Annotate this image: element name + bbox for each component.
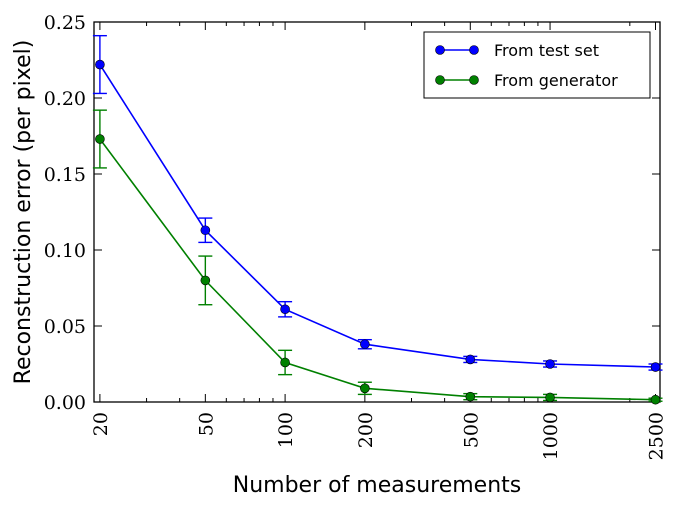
y-tick-label: 0.05 xyxy=(44,316,86,338)
x-axis-title: Number of measurements xyxy=(233,473,522,498)
x-tick-label: 200 xyxy=(355,412,377,448)
y-tick-label: 0.00 xyxy=(44,392,86,414)
data-point xyxy=(360,339,370,350)
series-1 xyxy=(92,109,663,405)
y-tick-label: 0.25 xyxy=(44,12,86,34)
x-tick-label: 100 xyxy=(275,412,297,448)
data-point xyxy=(280,304,290,315)
y-tick-label: 0.10 xyxy=(44,240,86,262)
series-line xyxy=(99,138,656,401)
x-tick-label: 1000 xyxy=(540,412,562,460)
data-point xyxy=(465,391,476,402)
series-line xyxy=(99,64,656,368)
series-layer xyxy=(92,34,663,405)
legend-label-generator: From generator xyxy=(494,71,618,90)
y-axis: 0.00 0.05 0.10 0.15 0.20 0.25 xyxy=(44,12,660,414)
data-point xyxy=(200,225,211,236)
data-point xyxy=(360,383,370,394)
x-axis: 20 50 100 200 500 1000 2500 xyxy=(90,22,667,460)
x-tick-label: 50 xyxy=(195,412,217,436)
legend-marker-generator xyxy=(435,75,445,85)
plot-frame xyxy=(93,21,661,403)
data-point xyxy=(465,354,476,365)
data-point xyxy=(95,59,105,70)
data-point xyxy=(650,362,661,372)
y-tick-label: 0.20 xyxy=(44,88,86,110)
x-tick-label: 500 xyxy=(460,412,482,448)
data-point xyxy=(650,394,661,405)
y-axis-title: Reconstruction error (per pixel) xyxy=(11,40,36,385)
legend-marker-generator xyxy=(469,75,479,85)
legend-box xyxy=(423,31,651,99)
legend-marker-test-set xyxy=(469,45,479,55)
data-point xyxy=(545,359,555,369)
series-0 xyxy=(92,34,663,372)
x-tick-label: 20 xyxy=(90,412,112,436)
legend-marker-test-set xyxy=(435,45,445,55)
x-tick-label: 2500 xyxy=(645,412,667,460)
legend-label-test-set: From test set xyxy=(494,41,599,60)
data-point xyxy=(545,392,555,403)
data-point xyxy=(95,134,105,144)
data-point xyxy=(200,275,211,286)
data-point xyxy=(280,357,290,368)
y-tick-label: 0.15 xyxy=(44,164,86,186)
legend: From test set From generator xyxy=(423,31,651,99)
